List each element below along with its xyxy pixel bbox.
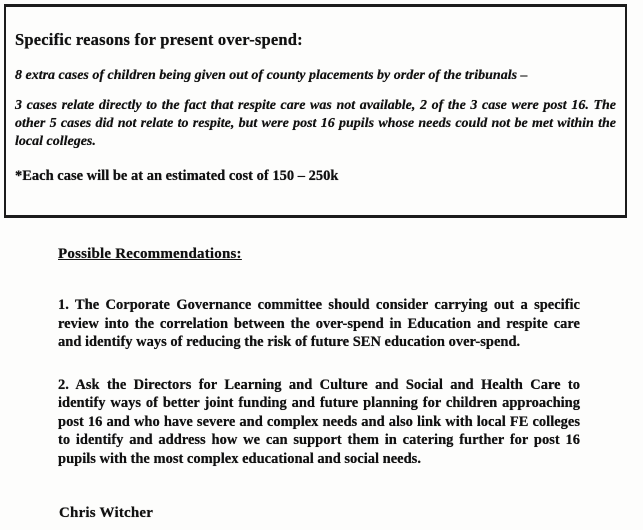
recommendation-item-1: 1. The Corporate Governance committee sh… — [58, 297, 580, 350]
recommendation-item-2: 2. Ask the Directors for Learning and Cu… — [58, 376, 580, 467]
overspend-box-title: Specific reasons for present over-spend: — [15, 30, 303, 49]
recommendations-heading: Possible Recommendations: — [58, 246, 242, 262]
respite-detail-text: 3 cases relate directly to the fact that… — [15, 98, 616, 149]
overspend-reasons-box: Specific reasons for present over-spend:… — [4, 4, 627, 218]
signature-name: Chris Witcher — [59, 505, 154, 521]
overspend-summary-text: 8 extra cases of children being given ou… — [15, 68, 528, 83]
recommendations-section: Possible Recommendations: 1. The Corpora… — [58, 246, 580, 492]
estimated-cost-note: *Each case will be at an estimated cost … — [15, 168, 339, 184]
